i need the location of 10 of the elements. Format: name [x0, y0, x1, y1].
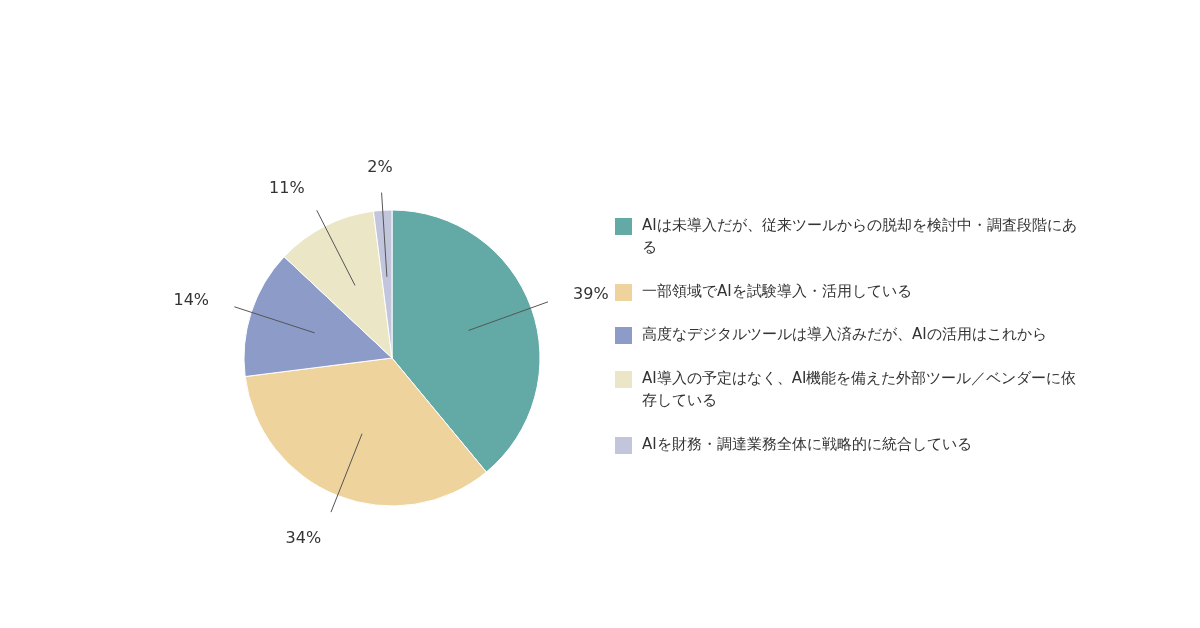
legend-label: AIは未導入だが、従来ツールからの脱却を検討中・調査段階にある — [642, 215, 1078, 258]
data-label: 39% — [573, 283, 609, 303]
data-label: 34% — [285, 527, 322, 547]
legend-label: 高度なデジタルツールは導入済みだが、AIの活用はこれから — [642, 324, 1047, 346]
data-label: 2% — [367, 156, 393, 176]
data-label: 14% — [173, 289, 210, 309]
data-label: 11% — [269, 177, 305, 197]
legend-label: AIを財務・調達業務全体に戦略的に統合している — [642, 433, 972, 455]
legend-label: AI導入の予定はなく、AI機能を備えた外部ツール／ベンダーに依存している — [642, 368, 1078, 411]
legend-label: 一部領域でAIを試験導入・活用している — [642, 280, 912, 302]
